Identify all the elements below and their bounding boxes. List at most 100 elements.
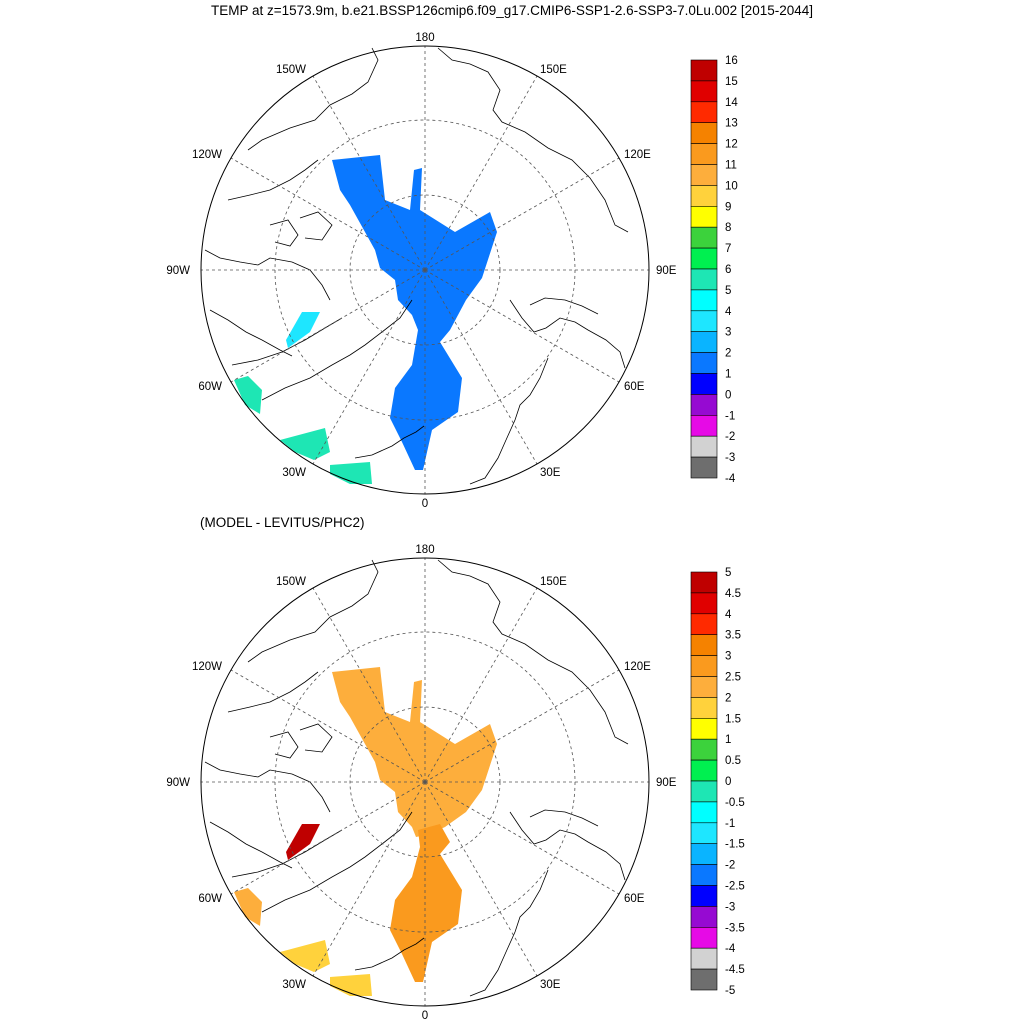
- colorbar-tick-label: 6: [725, 264, 731, 276]
- longitude-label: 120E: [624, 149, 651, 161]
- colorbar-swatch: [690, 634, 718, 656]
- colorbar-swatch: [690, 571, 718, 594]
- colorbar-swatch: [690, 206, 718, 228]
- colorbar-swatch: [690, 435, 718, 458]
- colorbar-tick-label: 8: [725, 222, 731, 234]
- colorbar-swatch: [690, 822, 718, 844]
- colorbar-tick-label: -3.5: [725, 922, 745, 934]
- map-boundary: [200, 557, 650, 1007]
- colorbar-tick-label: 10: [725, 180, 738, 192]
- coastline: [204, 761, 331, 813]
- longitude-label: 60W: [198, 893, 222, 905]
- meridian-line: [230, 781, 426, 895]
- colorbar-swatch: [690, 655, 718, 677]
- colorbar-tick-label: -1.5: [725, 839, 745, 851]
- colorbar-tick-label: -2: [725, 431, 735, 443]
- colorbar-swatch: [690, 289, 718, 312]
- colorbar-tick-label: 11: [725, 160, 737, 172]
- coastline: [529, 809, 599, 827]
- meridian-line: [312, 269, 426, 465]
- data-region: [234, 888, 262, 926]
- longitude-label: 30W: [282, 979, 306, 991]
- colorbar-tick-label: 4: [725, 306, 732, 318]
- colorbar-swatch: [690, 352, 718, 374]
- colorbar-swatch: [690, 885, 718, 907]
- colorbar-tick-label: -4.5: [725, 964, 745, 976]
- meridian-line: [424, 75, 538, 271]
- colorbar-tick-label: 2: [725, 348, 731, 360]
- coastline: [204, 249, 331, 301]
- colorbar-swatch: [690, 864, 718, 886]
- coastline: [269, 219, 299, 247]
- meridian-line: [230, 669, 426, 783]
- colorbar-tick-label: 9: [725, 201, 731, 213]
- colorbar-swatch: [690, 592, 718, 615]
- data-region: [332, 667, 497, 837]
- colorbar-tick-label: 15: [725, 76, 738, 88]
- colorbar-tick-label: 1: [725, 369, 731, 381]
- coastline: [354, 937, 425, 971]
- colorbar-tick-label: 3: [725, 327, 731, 339]
- colorbar-tick-label: -5: [725, 985, 735, 997]
- colorbar-tick-label: -3: [725, 901, 735, 913]
- meridian-line: [230, 269, 426, 383]
- data-region: [286, 312, 320, 348]
- colorbar-tick-label: -1: [725, 818, 735, 830]
- longitude-label: 150E: [540, 64, 567, 76]
- longitude-label: 90E: [656, 265, 677, 277]
- latitude-circle: [274, 631, 576, 933]
- colorbar-swatch: [690, 676, 718, 698]
- coastline: [509, 811, 626, 881]
- subtitle: (MODEL - LEVITUS/PHC2): [200, 515, 365, 530]
- colorbar-swatch: [690, 373, 718, 395]
- colorbar-swatch: [690, 268, 718, 291]
- longitude-label: 30W: [282, 467, 306, 479]
- meridian-line: [424, 669, 620, 783]
- colorbar-swatch: [690, 101, 718, 124]
- main-title: TEMP at z=1573.9m, b.e21.BSSP126cmip6.f0…: [211, 3, 813, 18]
- colorbar-tick-label: 16: [725, 55, 738, 67]
- colorbar: 5 4.5 4 3.5 3 2.5 2 1.5 1 0.5 0 -0.5 -1 -1.5 -2 -2.5 -3 -…: [690, 567, 745, 997]
- meridian-line: [312, 75, 426, 271]
- coastline: [529, 297, 599, 315]
- meridian-line: [424, 781, 538, 977]
- map-panel-1: 180 0 90W 90E 150W 120W 150E 120E 60W 30W 60E 30E: [166, 32, 676, 510]
- colorbar-swatch: [690, 226, 718, 249]
- colorbar-tick-label: -4: [725, 943, 736, 955]
- meridian-line: [230, 157, 426, 271]
- colorbar-tick-label: 2.5: [725, 672, 741, 684]
- colorbar-swatch: [690, 780, 718, 803]
- colorbar-swatch: [690, 697, 718, 719]
- colorbar-swatch: [690, 968, 718, 991]
- coastline: [227, 159, 319, 201]
- colorbar-swatch: [690, 59, 718, 82]
- longitude-label: 120E: [624, 661, 651, 673]
- colorbar-tick-label: 3: [725, 651, 731, 663]
- colorbar-tick-label: -0.5: [725, 797, 745, 809]
- colorbar-tick-label: 5: [725, 285, 731, 297]
- colorbar-tick-label: 1: [725, 734, 731, 746]
- map-panel-2: 180 0 90W 90E 150W 120W 150E 120E 60W 30W 60E 30E: [166, 544, 676, 1022]
- coastline: [261, 811, 413, 913]
- latitude-circle: [349, 706, 501, 858]
- longitude-label: 150E: [540, 576, 567, 588]
- colorbar-swatch: [690, 717, 718, 740]
- colorbar-swatch: [690, 414, 718, 437]
- coastline: [247, 559, 379, 663]
- colorbar-tick-label: 0.5: [725, 755, 741, 767]
- colorbar-tick-label: 13: [725, 118, 738, 130]
- coastline: [209, 821, 293, 869]
- colorbar-swatch: [690, 122, 718, 144]
- longitude-label: 90E: [656, 777, 677, 789]
- colorbar-tick-label: 12: [725, 139, 738, 151]
- coastline: [469, 869, 549, 997]
- colorbar-swatch: [690, 164, 718, 186]
- colorbar-tick-label: -1: [725, 410, 735, 422]
- coastline: [269, 731, 299, 759]
- coastline: [437, 559, 629, 745]
- meridian-line: [312, 781, 426, 977]
- longitude-label: 60E: [624, 893, 645, 905]
- coastline: [227, 671, 319, 713]
- coastline: [354, 425, 425, 459]
